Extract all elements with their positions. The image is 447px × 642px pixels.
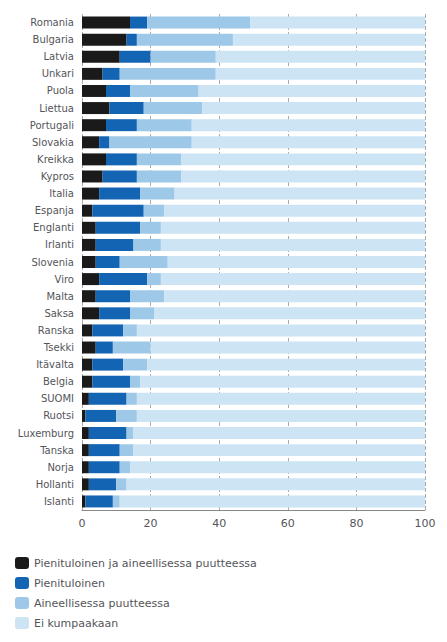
svg-text:Espanja: Espanja [35,205,74,216]
svg-text:20: 20 [144,517,158,530]
svg-text:Romania: Romania [30,17,74,28]
svg-text:Irlanti: Irlanti [45,239,74,250]
svg-text:Viro: Viro [55,274,74,285]
svg-text:Malta: Malta [46,291,74,302]
svg-text:0: 0 [79,517,86,530]
svg-text:Latvia: Latvia [44,51,74,62]
svg-text:Luxemburg: Luxemburg [18,428,74,439]
svg-text:Italia: Italia [49,188,74,199]
svg-text:Aineellisessa puutteessa: Aineellisessa puutteessa [34,597,170,610]
svg-text:Hollanti: Hollanti [36,479,74,490]
svg-text:Bulgaria: Bulgaria [33,34,74,45]
svg-text:SUOMI: SUOMI [41,393,74,404]
svg-text:60: 60 [281,517,295,530]
svg-text:Ruotsi: Ruotsi [43,410,74,421]
svg-text:Kypros: Kypros [41,171,74,182]
svg-text:Ei kumpaakaan: Ei kumpaakaan [34,617,118,630]
svg-text:Islanti: Islanti [44,496,74,507]
svg-text:Tanska: Tanska [39,445,74,456]
svg-text:Pienituloinen: Pienituloinen [34,577,105,590]
svg-text:Belgia: Belgia [43,376,74,387]
svg-text:Portugali: Portugali [30,120,74,131]
svg-text:80: 80 [349,517,363,530]
svg-text:Itävalta: Itävalta [36,359,74,370]
svg-text:Norja: Norja [47,462,74,473]
svg-text:Englanti: Englanti [33,222,74,233]
svg-text:Saksa: Saksa [44,308,74,319]
svg-text:Ranska: Ranska [38,325,74,336]
svg-text:Pienituloinen ja aineellisessa: Pienituloinen ja aineellisessa puutteess… [34,557,257,570]
svg-text:Slovakia: Slovakia [32,137,74,148]
svg-text:100: 100 [415,517,436,530]
svg-text:Kreikka: Kreikka [37,154,74,165]
svg-text:Puola: Puola [47,85,74,96]
svg-text:Slovenia: Slovenia [31,257,74,268]
svg-text:Tsekki: Tsekki [43,342,74,353]
svg-text:Liettua: Liettua [39,103,74,114]
svg-text:40: 40 [212,517,226,530]
svg-text:Unkari: Unkari [42,68,74,79]
